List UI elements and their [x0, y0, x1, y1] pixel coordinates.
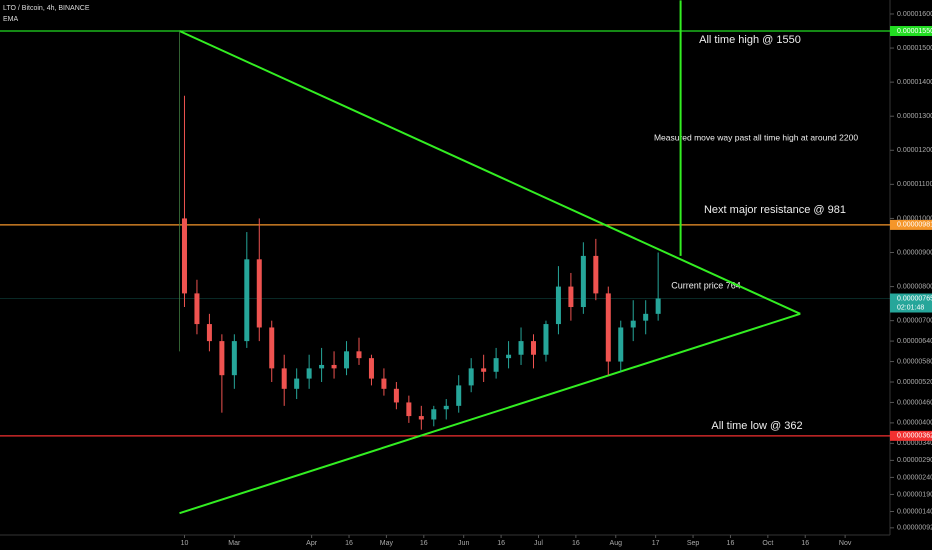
price-tag-label: 0.00000362 — [897, 433, 932, 440]
y-tick-label: 0.00000900 — [897, 249, 932, 256]
y-tick-label: 0.00000092 — [897, 525, 932, 532]
x-tick-label: May — [380, 540, 394, 547]
annotation: Measured move way past all time high at … — [654, 132, 858, 142]
y-tick-label: 0.00001000 — [897, 215, 932, 222]
x-tick-label: Apr — [306, 540, 318, 547]
y-tick-label: 0.00000400 — [897, 420, 932, 427]
candle-body — [344, 351, 350, 369]
candle-body — [306, 368, 312, 379]
x-tick-label: Nov — [839, 540, 852, 547]
candle-body — [381, 378, 387, 389]
price-tag-label: 0.00001550 — [897, 28, 932, 35]
level-text: All time high @ 1550 — [699, 34, 801, 46]
price-tag — [890, 26, 932, 37]
candle-body — [206, 324, 212, 342]
y-tick-label: 0.00001100 — [897, 181, 932, 188]
y-tick-label: 0.00000290 — [897, 457, 932, 464]
x-tick-label: Jul — [534, 540, 543, 547]
candle-body — [368, 358, 374, 379]
x-tick-label: 16 — [801, 540, 809, 547]
y-tick-label: 0.00001600 — [897, 11, 932, 18]
y-tick-label: 0.00000340 — [897, 440, 932, 447]
candle-body — [181, 218, 187, 294]
candle-body — [319, 364, 325, 369]
candle-body — [256, 259, 262, 328]
chart-title: LTO / Bitcoin, 4h, BINANCE — [3, 5, 90, 12]
candle-body — [493, 358, 499, 372]
candle-body — [568, 286, 574, 308]
indicator-label: EMA — [3, 16, 19, 23]
x-tick-label: 17 — [652, 540, 660, 547]
candle-body — [468, 368, 474, 386]
candle-body — [431, 409, 437, 420]
candle-body — [518, 341, 524, 355]
candle-body — [194, 293, 200, 325]
candle-body — [481, 368, 487, 372]
price-tag-label: 0.00000765 — [897, 295, 932, 302]
candle-body — [630, 320, 636, 328]
candle-body — [593, 255, 599, 294]
candle-body — [418, 416, 424, 420]
x-tick-label: Oct — [762, 540, 773, 547]
candle-body — [356, 351, 362, 359]
y-tick-label: 0.00000580 — [897, 358, 932, 365]
x-tick-label: 16 — [572, 540, 580, 547]
x-tick-label: 10 — [181, 540, 189, 547]
candle-body — [543, 324, 549, 355]
price-tag — [890, 430, 932, 441]
candle-body — [219, 341, 225, 376]
level-text: Current price 764 — [671, 280, 741, 290]
x-tick-label: Jun — [458, 540, 469, 547]
candle-body — [643, 313, 649, 321]
x-tick-label: 16 — [497, 540, 505, 547]
price-tag-label: 0.00000981 — [897, 222, 932, 229]
y-tick-label: 0.00000240 — [897, 474, 932, 481]
x-tick-label: Mar — [228, 540, 241, 547]
candle-body — [281, 368, 287, 389]
candle-body — [456, 385, 462, 406]
level-text: Next major resistance @ 981 — [704, 204, 846, 216]
candle-body — [555, 286, 561, 325]
candle-body — [294, 378, 300, 389]
x-tick-label: 16 — [727, 540, 735, 547]
y-tick-label: 0.00000640 — [897, 338, 932, 345]
candle-body — [231, 341, 237, 376]
candle-body — [605, 293, 611, 362]
countdown: 02:01:48 — [897, 304, 924, 311]
y-tick-label: 0.00000700 — [897, 318, 932, 325]
x-tick-label: Aug — [610, 540, 623, 547]
trend-line — [179, 312, 801, 515]
candle-body — [580, 255, 586, 308]
x-tick-label: 16 — [345, 540, 353, 547]
y-tick-label: 0.00000800 — [897, 283, 932, 290]
candle-body — [331, 364, 337, 369]
candle-body — [531, 341, 537, 355]
price-tag — [890, 293, 932, 313]
candle-body — [618, 327, 624, 362]
candle-body — [269, 327, 275, 369]
candle-body — [406, 402, 412, 417]
y-tick-label: 0.00000460 — [897, 399, 932, 406]
x-tick-label: 16 — [420, 540, 428, 547]
x-tick-label: Sep — [687, 540, 700, 547]
y-tick-label: 0.00000190 — [897, 491, 932, 498]
trend-line — [179, 30, 801, 315]
y-tick-label: 0.00001200 — [897, 147, 932, 154]
candle-body — [393, 388, 399, 403]
level-text: All time low @ 362 — [711, 420, 802, 432]
y-tick-label: 0.00001300 — [897, 113, 932, 120]
candle-body — [655, 298, 661, 314]
y-tick-label: 0.00000520 — [897, 379, 932, 386]
candle-body — [244, 259, 250, 342]
candle-body — [443, 405, 449, 410]
y-tick-label: 0.00001400 — [897, 79, 932, 86]
y-tick-label: 0.00001500 — [897, 45, 932, 52]
y-tick-label: 0.00000140 — [897, 508, 932, 515]
candle-body — [506, 354, 512, 359]
price-tag — [890, 219, 932, 230]
